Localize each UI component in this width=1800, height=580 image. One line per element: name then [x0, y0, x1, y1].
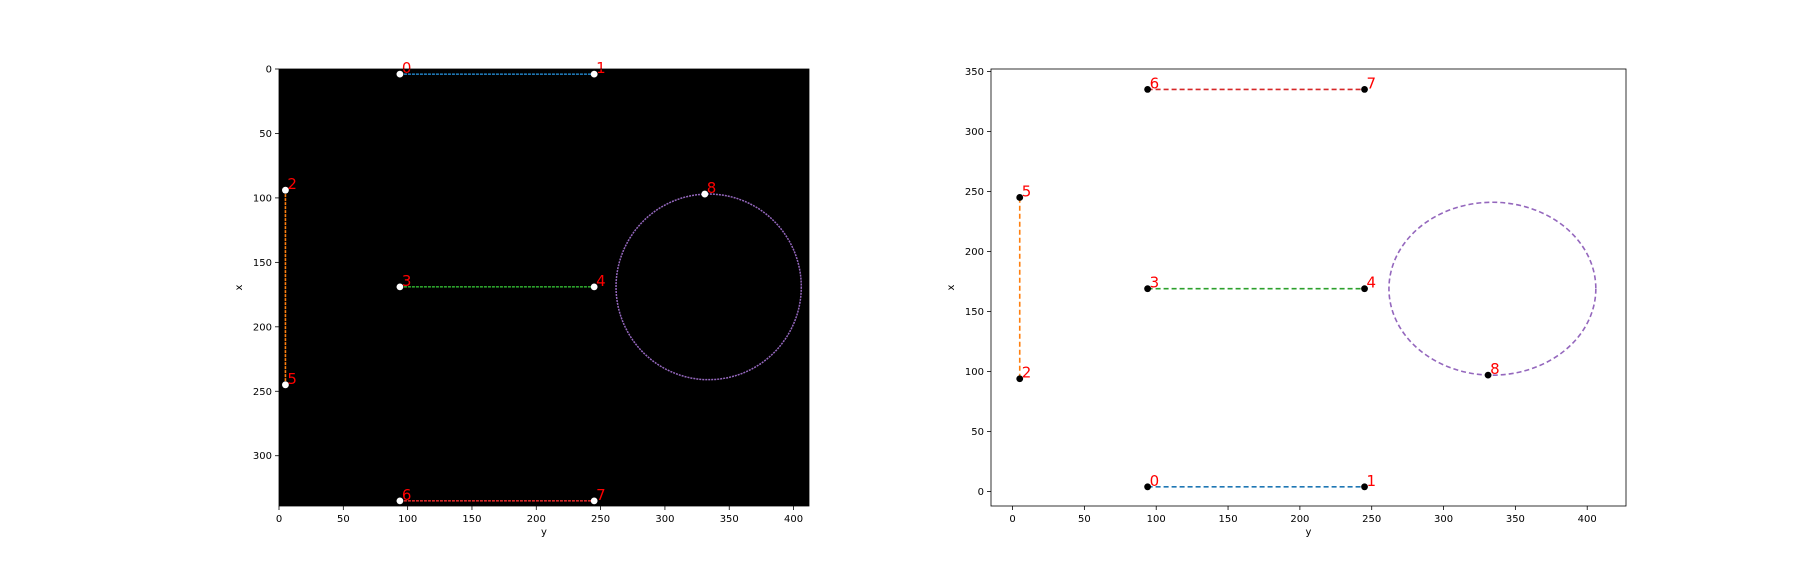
point-label-5: 5: [1022, 182, 1032, 200]
point-0: [396, 70, 404, 78]
y-tick-label: 300: [253, 451, 272, 462]
x-tick-label: 250: [1362, 514, 1381, 525]
x-tick-label: 200: [527, 514, 546, 525]
point-2: [282, 186, 289, 194]
x-tick-label: 200: [1290, 514, 1309, 525]
point-label-4: 4: [596, 272, 606, 290]
point-label-1: 1: [1367, 472, 1377, 490]
y-tick-label: 50: [971, 427, 984, 438]
point-4: [590, 283, 598, 291]
point-3: [1144, 285, 1151, 293]
plot-background: [991, 69, 1626, 506]
y-tick-label: 200: [965, 247, 984, 258]
x-tick-label: 350: [1506, 514, 1525, 525]
x-tick-label: 50: [337, 514, 350, 525]
plot-frame: [278, 68, 810, 507]
point-3: [396, 283, 404, 291]
point-5: [282, 381, 289, 389]
point-1: [1361, 483, 1368, 491]
x-tick-label: 50: [1078, 514, 1091, 525]
point-0: [1144, 483, 1151, 491]
x-tick-label: 300: [655, 514, 674, 525]
x-tick-label: 400: [784, 514, 803, 525]
y-tick-label: 50: [259, 129, 272, 140]
point-6: [396, 497, 404, 505]
point-1: [590, 70, 598, 78]
point-label-8: 8: [707, 179, 717, 197]
point-label-6: 6: [1150, 74, 1160, 92]
point-label-3: 3: [402, 272, 412, 290]
point-8: [701, 190, 709, 198]
chart-panel-2: 0 1 2 3 4 5 6 7 8 0 50 100 150 200 250 300 350 400 0 50 100 1…: [946, 67, 1627, 538]
x-tick-label: 150: [1219, 514, 1238, 525]
chart-panel-1: 0 1 2 3 4 5 6 7 8 0 50 100 150 200 250 300 350 400 0 50 100 1…: [234, 59, 810, 538]
x-axis-label: y: [541, 527, 547, 538]
x-tick-label: 400: [1578, 514, 1597, 525]
y-tick-label: 200: [253, 322, 272, 333]
x-axis-label: y: [1306, 527, 1312, 538]
point-label-5: 5: [287, 370, 297, 388]
plot-frame: [990, 68, 1627, 507]
x-tick-label: 250: [591, 514, 610, 525]
x-tick-label: 300: [1434, 514, 1453, 525]
x-tick-label: 0: [276, 514, 282, 525]
circle-outline: [1388, 201, 1597, 376]
y-tick-label: 250: [965, 187, 984, 198]
y-tick-label: 350: [965, 67, 984, 78]
x-tick-label: 100: [1147, 514, 1166, 525]
point-8: [1484, 371, 1492, 379]
y-tick-label: 100: [965, 367, 984, 378]
y-tick-label: 0: [978, 487, 984, 498]
point-label-7: 7: [596, 486, 606, 504]
y-tick-label: 300: [965, 127, 984, 138]
point-label-0: 0: [402, 59, 412, 77]
point-label-2: 2: [1022, 364, 1032, 382]
y-tick-label: 150: [253, 258, 272, 269]
circle-outline: [615, 193, 803, 381]
x-tick-label: 0: [1009, 514, 1015, 525]
point-7: [590, 497, 598, 505]
y-tick-label: 100: [253, 193, 272, 204]
y-axis-label: x: [946, 284, 957, 290]
point-6: [1144, 86, 1151, 93]
point-2: [1016, 375, 1024, 383]
point-7: [1361, 86, 1368, 93]
point-label-4: 4: [1367, 274, 1377, 292]
point-label-7: 7: [1367, 74, 1377, 92]
point-label-2: 2: [287, 175, 297, 193]
point-label-6: 6: [402, 486, 412, 504]
x-tick-label: 150: [462, 514, 481, 525]
y-tick-label: 0: [266, 65, 272, 76]
point-label-1: 1: [596, 59, 606, 77]
point-5: [1016, 194, 1024, 201]
point-label-8: 8: [1490, 360, 1500, 378]
point-4: [1361, 285, 1368, 293]
x-tick-label: 350: [720, 514, 739, 525]
y-tick-label: 150: [965, 307, 984, 318]
point-label-3: 3: [1150, 274, 1160, 292]
x-tick-label: 100: [398, 514, 417, 525]
point-label-0: 0: [1150, 472, 1160, 490]
y-axis-label: x: [234, 284, 245, 290]
y-tick-label: 250: [253, 387, 272, 398]
